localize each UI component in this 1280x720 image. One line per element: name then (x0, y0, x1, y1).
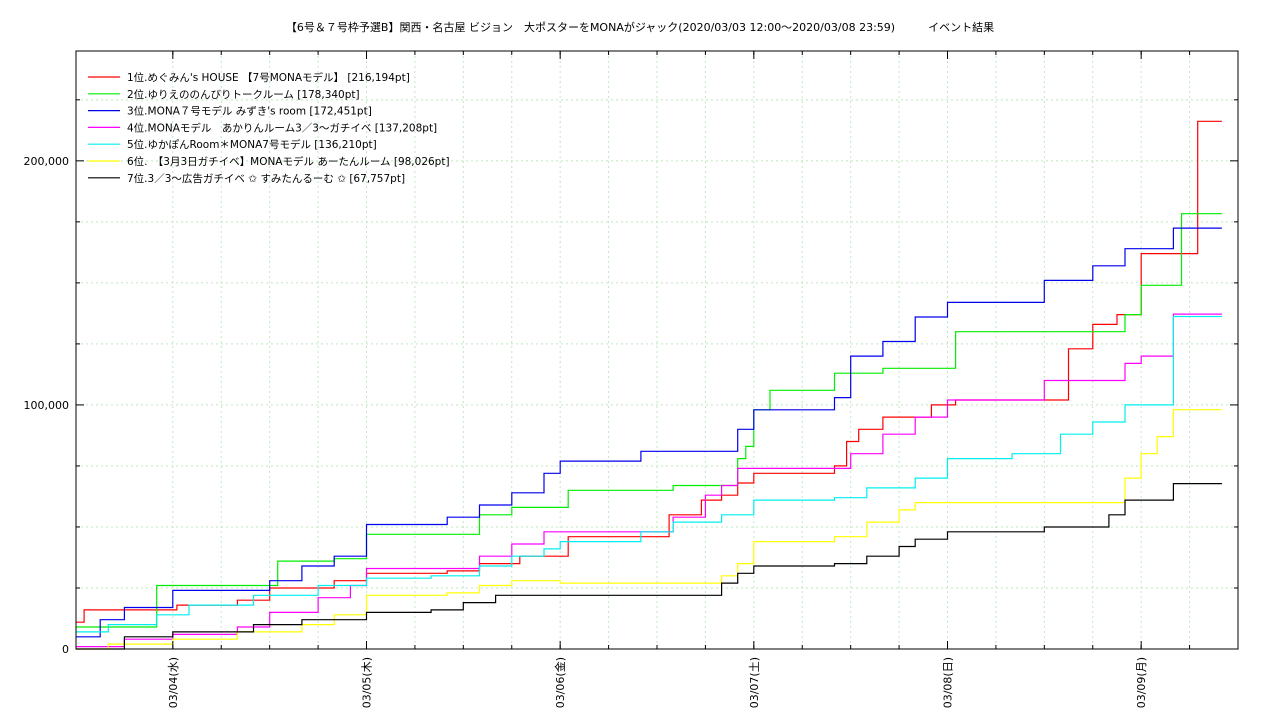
legend-label-5: 5位.ゆかぽんRoom＊MONA7号モデル [136,210pt] (127, 138, 377, 151)
series-line-4 (76, 313, 1222, 648)
legend-label-2: 2位.ゆりえののんびりトークルーム [178,340pt] (127, 88, 360, 101)
series-line-1 (76, 120, 1222, 623)
y-tick-label: 200,000 (24, 155, 70, 168)
grid-lines (76, 51, 1238, 649)
x-tick-label: 03/06(金) (553, 657, 567, 708)
series-line-6 (76, 409, 1222, 650)
plot-frame (75, 50, 1239, 650)
series-line-2 (76, 213, 1222, 628)
series-lines (76, 120, 1222, 650)
chart-title: 【6号＆７号枠予選B】関西・名古屋 ビジョン 大ポスターをMONAがジャック(2… (286, 20, 994, 34)
series-line-7 (76, 483, 1222, 650)
series-line-3 (76, 227, 1222, 638)
legend-label-7: 7位.3／3〜広告ガチイベ ✩ すみたんるーむ ✩ [67,757pt] (127, 172, 405, 185)
y-tick-label: 0 (62, 643, 69, 656)
legend-label-4: 4位.MONAモデル あかりんルーム3／3〜ガチイベ [137,208pt] (127, 121, 437, 134)
y-tick-label: 100,000 (24, 399, 70, 412)
x-tick-label: 03/05(木) (361, 657, 374, 708)
legend: 1位.めぐみん's HOUSE 【7号MONAモデル】 [216,194pt] 2… (88, 71, 450, 185)
legend-label-3: 3位.MONA７号モデル みずき's room [172,451pt] (127, 105, 372, 118)
x-tick-label: 03/09(月) (1135, 657, 1148, 708)
x-tick-label: 03/07(土) (748, 657, 761, 708)
legend-label-6: 6位. 【3月3日ガチイベ】MONAモデル あーたんルーム [98,026pt] (127, 155, 450, 168)
x-tick-label: 03/04(水) (167, 657, 180, 708)
x-tick-label: 03/08(日) (942, 657, 955, 708)
series-line-5 (76, 315, 1222, 633)
axes: 03/04(水) 03/05(木) 03/06(金) 03/07(土) 03/08(日)… (24, 51, 1238, 708)
legend-label-1: 1位.めぐみん's HOUSE 【7号MONAモデル】 [216,194pt] (127, 71, 410, 84)
